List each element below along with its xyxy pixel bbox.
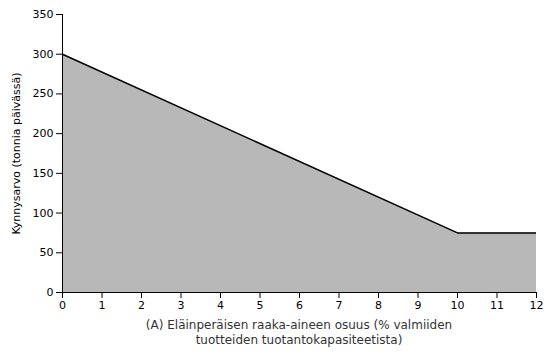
svg-text:4: 4 xyxy=(217,299,224,312)
svg-text:6: 6 xyxy=(296,299,303,312)
svg-text:7: 7 xyxy=(336,299,343,312)
svg-text:12: 12 xyxy=(530,299,544,312)
svg-text:8: 8 xyxy=(375,299,382,312)
svg-text:11: 11 xyxy=(490,299,504,312)
svg-text:5: 5 xyxy=(257,299,264,312)
svg-text:150: 150 xyxy=(33,167,54,180)
svg-text:2: 2 xyxy=(138,299,145,312)
svg-text:3: 3 xyxy=(178,299,185,312)
svg-text:10: 10 xyxy=(451,299,465,312)
svg-text:Kynnysarvo (tonnia päivässä): Kynnysarvo (tonnia päivässä) xyxy=(10,72,23,234)
svg-text:0: 0 xyxy=(59,299,66,312)
html-text:(A) Eläinperäisen raaka-aineen: (A) Eläinperäisen raaka-aineen osuus (% … xyxy=(145,318,453,347)
svg-text:350: 350 xyxy=(33,8,54,21)
svg-text:100: 100 xyxy=(33,207,54,220)
svg-text:1: 1 xyxy=(99,299,106,312)
svg-text:9: 9 xyxy=(415,299,422,312)
svg-text:200: 200 xyxy=(33,127,54,140)
svg-text:300: 300 xyxy=(33,48,54,61)
svg-text:50: 50 xyxy=(40,246,54,259)
svg-text:250: 250 xyxy=(33,87,54,100)
svg-text:0: 0 xyxy=(47,286,54,299)
